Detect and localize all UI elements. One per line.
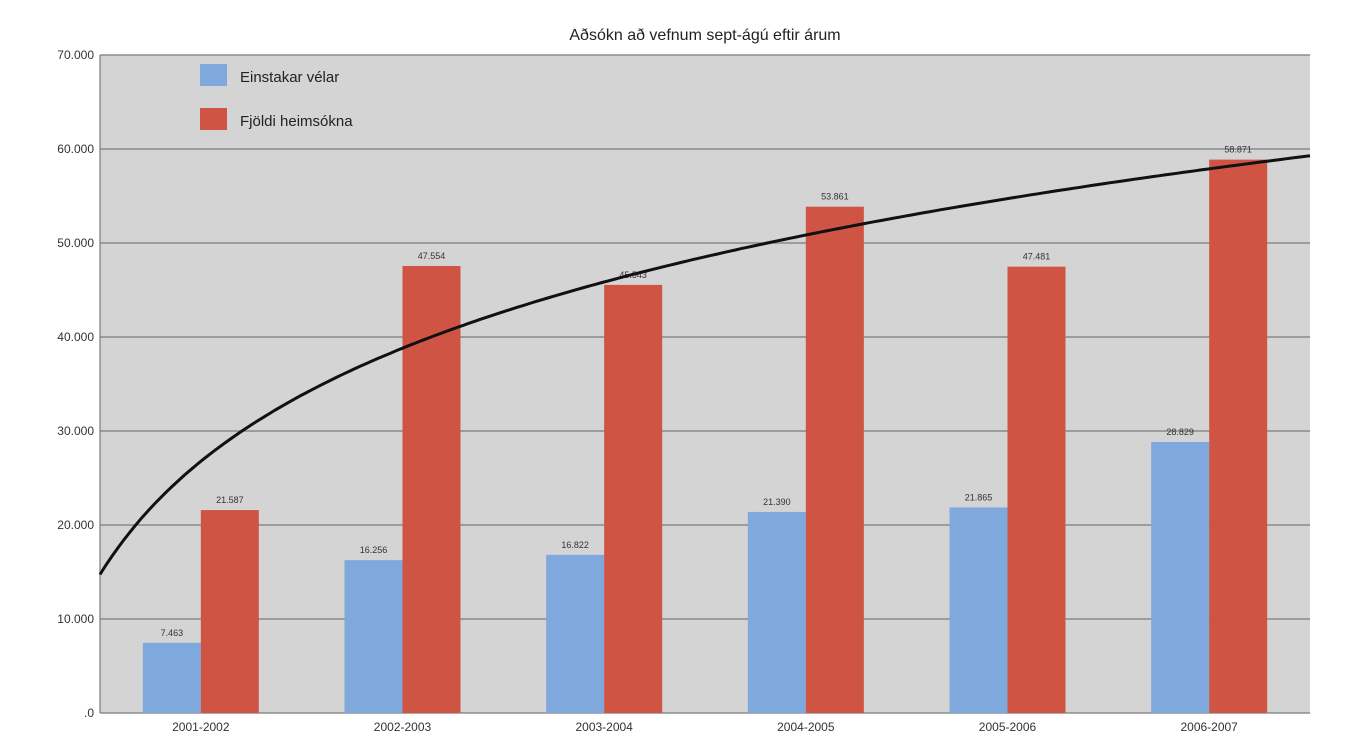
legend: Einstakar vélar Fjöldi heimsókna [200,64,353,130]
x-category-label: 2002-2003 [374,720,432,734]
y-tick-label: 10.000 [57,612,94,626]
bar-value-label: 7.463 [161,628,184,638]
bars [142,159,1268,713]
x-category-label: 2001-2002 [172,720,230,734]
bar-value-label: 47.481 [1023,252,1051,262]
bar-value-label: 21.390 [763,497,791,507]
bar-fjoldi-heimsokna [604,284,663,713]
legend-swatch-fjoldi-heimsokna [200,108,227,130]
legend-swatch-einstakar-velar [200,64,227,86]
y-tick-label: 40.000 [57,330,94,344]
bar-value-label: 28.829 [1166,427,1194,437]
bar-einstakar-velar [546,554,605,713]
chart-title: Aðsókn að vefnum sept-ágú eftir árum [569,27,840,44]
bar-value-label: 16.822 [561,540,589,550]
y-tick-label: 50.000 [57,236,94,250]
y-axis-ticks: .0 10.000 20.000 30.000 40.000 50.000 60.000 70… [57,48,94,720]
bar-einstakar-velar [949,507,1008,713]
y-tick-label: 20.000 [57,518,94,532]
x-category-label: 2004-2005 [777,720,835,734]
bar-einstakar-velar [747,511,806,713]
bar-value-label: 16.256 [360,545,388,555]
y-tick-label: 60.000 [57,142,94,156]
bar-fjoldi-heimsokna [1007,266,1066,713]
bar-value-label: 58.871 [1224,145,1252,155]
bar-value-label: 21.865 [965,492,993,502]
bar-value-label: 47.554 [418,251,446,261]
gridlines [99,54,1310,714]
bar-einstakar-velar [344,560,403,713]
bar-value-label: 21.587 [216,495,244,505]
trendline [98,154,1311,576]
legend-label-einstakar-velar: Einstakar vélar [240,69,339,86]
bar-fjoldi-heimsokna [200,510,259,713]
x-category-label: 2005-2006 [979,720,1037,734]
x-category-label: 2006-2007 [1180,720,1238,734]
x-axis-labels: 2001-2002 2002-2003 2003-2004 2004-2005 2005… [172,720,1238,734]
bar-fjoldi-heimsokna [1209,159,1268,713]
y-tick-label: .0 [84,706,94,720]
bar-fjoldi-heimsokna [402,265,461,713]
legend-label-fjoldi-heimsokna: Fjöldi heimsókna [240,113,353,130]
plot-background [100,55,1310,713]
y-tick-label: 70.000 [57,48,94,62]
bar-fjoldi-heimsokna [805,206,864,713]
x-category-label: 2003-2004 [575,720,633,734]
y-tick-label: 30.000 [57,424,94,438]
bar-value-label: 53.861 [821,192,849,202]
bar-einstakar-velar [1151,442,1210,713]
bar-einstakar-velar [142,642,201,713]
